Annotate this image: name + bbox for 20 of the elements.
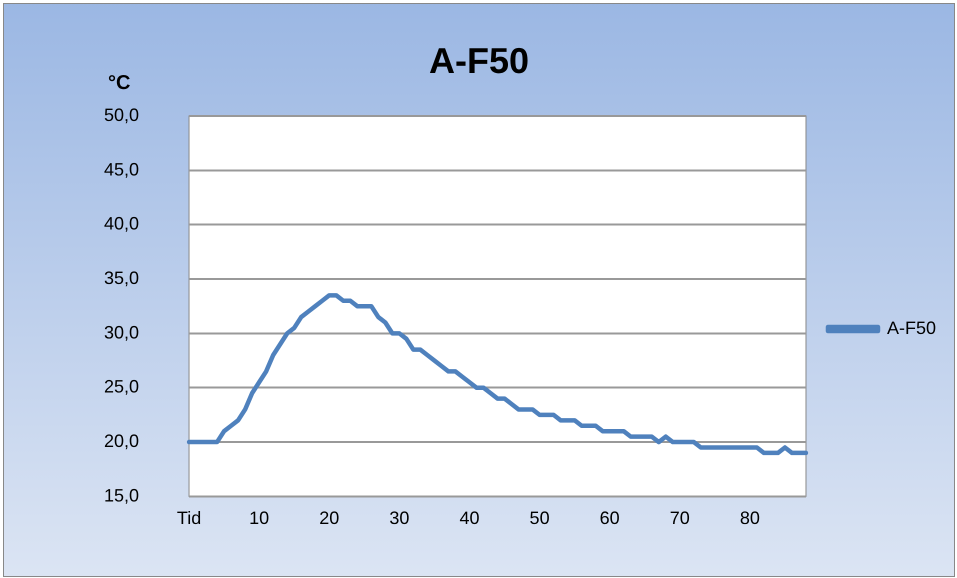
y-tick-label: 50,0 bbox=[104, 104, 140, 125]
x-tick-label: Tid bbox=[176, 508, 202, 528]
chart-title: A-F50 bbox=[428, 40, 530, 81]
y-tick-label: 45,0 bbox=[104, 159, 140, 180]
x-tick-label: 40 bbox=[459, 508, 480, 528]
y-tick-label: 30,0 bbox=[104, 322, 140, 342]
y-tick-label: 35,0 bbox=[104, 268, 140, 288]
y-tick-label: 25,0 bbox=[104, 376, 140, 397]
y-tick-label: 20,0 bbox=[104, 431, 140, 452]
x-tick-label: 30 bbox=[389, 508, 410, 528]
x-tick-label: 20 bbox=[319, 508, 340, 528]
y-axis-title: °C bbox=[108, 72, 130, 95]
y-tick-label: 40,0 bbox=[104, 214, 140, 234]
x-tick-label: 80 bbox=[740, 508, 760, 528]
y-tick-label: 15,0 bbox=[104, 485, 140, 506]
legend-label: A-F50 bbox=[886, 318, 936, 338]
x-tick-label: 70 bbox=[670, 508, 690, 528]
x-tick-label: 50 bbox=[530, 508, 550, 528]
x-tick-label: 60 bbox=[600, 508, 620, 528]
x-tick-label: 10 bbox=[249, 508, 270, 528]
